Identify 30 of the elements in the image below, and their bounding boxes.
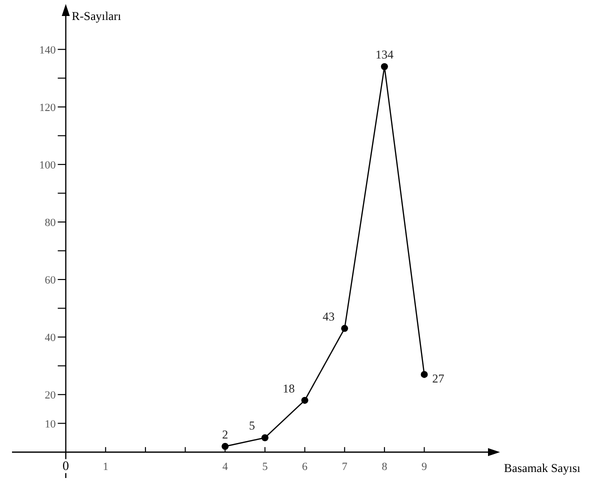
data-label: 43 — [322, 309, 335, 324]
y-tick-label: 10 — [44, 418, 56, 430]
point — [222, 442, 229, 450]
point — [261, 434, 268, 442]
data-label: 27 — [432, 371, 444, 386]
x-tick-label: 7 — [342, 461, 348, 474]
x-tick-label: 4 — [222, 461, 228, 474]
point — [380, 63, 388, 70]
y-tick-label: 20 — [44, 390, 56, 402]
x-tick-label: 5 — [262, 461, 268, 474]
x-tick-label: 8 — [382, 461, 388, 474]
y-tick-label: 100 — [39, 159, 56, 172]
data-label: 18 — [282, 381, 295, 396]
x-axis-title: Basamak Sayısı — [504, 461, 581, 476]
point — [301, 396, 308, 404]
y-tick-label: 120 — [39, 102, 56, 114]
y-axis-title: R-Sayıları — [72, 9, 122, 23]
y-tick-label: 60 — [44, 274, 56, 287]
data-label: 2 — [222, 427, 228, 442]
data-label: 134 — [375, 48, 394, 62]
point — [341, 324, 348, 332]
y-tick-label: 140 — [39, 44, 56, 56]
data-label: 5 — [248, 418, 255, 433]
y-tick-label: 40 — [44, 332, 56, 344]
x-tick-label: 1 — [102, 461, 108, 474]
point — [420, 370, 428, 378]
x-tick-label: 6 — [302, 461, 308, 474]
x-tick-label: 0 — [62, 458, 70, 474]
y-tick-label: 80 — [44, 216, 56, 229]
x-tick-label: 9 — [422, 461, 428, 474]
